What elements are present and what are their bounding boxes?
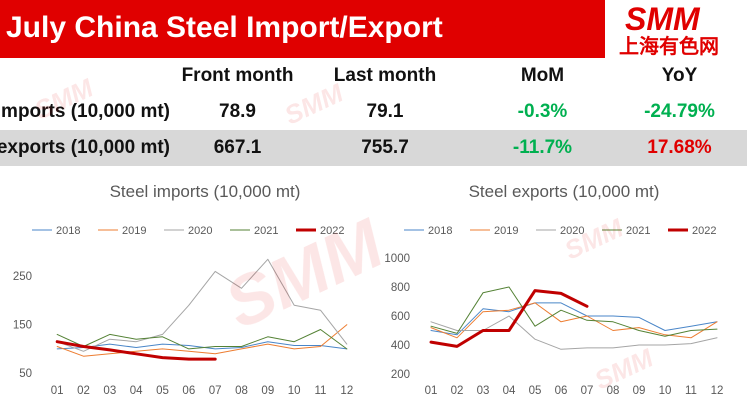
y-tick-label: 400 [391,340,410,352]
x-tick-label: 12 [711,385,724,397]
table-row-exports: Steel exports (10,000 mt) 667.1 755.7 -1… [0,130,747,166]
table-header-row: Front month Last month MoM YoY [0,58,747,94]
legend-label-2018: 2018 [428,225,452,237]
yoy-value: -24.79% [644,101,715,122]
last-month-value: 755.7 [361,137,409,158]
x-tick-label: 04 [503,385,516,397]
legend-label-2021: 2021 [254,225,278,237]
x-tick-label: 07 [581,385,594,397]
x-tick-label: 02 [77,385,90,397]
y-tick-label: 600 [391,311,410,323]
front-month-value: 78.9 [219,101,256,122]
x-tick-label: 08 [235,385,248,397]
legend-label-2020: 2020 [560,225,584,237]
y-tick-label: 250 [13,271,32,283]
x-tick-label: 11 [315,385,327,397]
series-line-2018 [430,302,718,336]
x-tick-label: 03 [103,385,116,397]
front-month-value: 667.1 [213,137,262,158]
y-tick-label: 200 [391,369,410,381]
x-tick-label: 09 [633,385,646,397]
series-line-2022 [429,289,589,348]
smm-logo: SMM 上海有色网 [605,0,747,58]
x-tick-label: 08 [607,385,620,397]
mom-value: -11.7% [512,137,573,158]
series-line-2019 [430,302,718,339]
row-label-text: Steel exports (10,000 mt) [0,137,170,158]
x-tick-label: 09 [261,385,274,397]
table-row-imports: Steel imports (10,000 mt) 78.9 79.1 -0.3… [0,94,747,130]
imports-chart: Steel imports (10,000 mt) 2018 2019 2020 202… [13,182,353,397]
y-tick-label: 50 [19,368,32,380]
x-tick-label: 10 [288,385,301,397]
legend-label-2020: 2020 [188,225,212,237]
chart-title: Steel imports (10,000 mt) [110,182,301,201]
x-tick-label: 12 [340,385,353,397]
row-label: Steel exports (10,000 mt) [0,130,170,166]
series-line-2020 [430,315,718,350]
y-tick-label: 1000 [384,253,410,265]
legend-label-2022: 2022 [692,225,716,237]
x-tick-label: 07 [209,385,222,397]
legend-label-2018: 2018 [56,225,80,237]
x-tick-label: 04 [130,385,143,397]
mom-value: -0.3% [517,101,568,122]
yoy-value: 17.68% [647,137,712,158]
series-line-2022 [55,340,217,361]
charts-area: Steel imports (10,000 mt) 2018 2019 2020 202… [0,166,747,410]
legend-label-2019: 2019 [494,225,518,237]
smm-logo-graphic: SMM 上海有色网 [619,1,719,58]
legend-label-2019: 2019 [122,225,146,237]
row-label-text: Steel imports (10,000 mt) [0,101,170,122]
legend-label-2021: 2021 [626,225,650,237]
series-line-2021 [56,329,348,350]
x-tick-label: 06 [555,385,568,397]
header-mom: MoM [520,65,565,86]
chart-title: Steel exports (10,000 mt) [469,182,660,201]
x-tick-label: 11 [685,385,697,397]
x-tick-label: 06 [182,385,195,397]
logo-brand: SMM [625,1,701,37]
row-label: Steel imports (10,000 mt) [0,94,170,130]
header-front-month: Front month [181,65,294,86]
legend-label-2022: 2022 [320,225,344,237]
x-tick-label: 01 [51,385,64,397]
x-tick-label: 05 [529,385,542,397]
y-tick-label: 800 [391,282,410,294]
x-tick-label: 01 [425,385,438,397]
x-tick-label: 05 [156,385,169,397]
header-yoy: YoY [661,65,698,86]
x-tick-label: 02 [451,385,464,397]
x-tick-label: 10 [659,385,672,397]
logo-chinese: 上海有色网 [619,34,719,58]
page-title: July China Steel Import/Export [6,11,443,44]
last-month-value: 79.1 [366,101,404,122]
header-last-month: Last month [333,65,437,86]
title-bar: July China Steel Import/Export [0,0,605,58]
series-line-2021 [430,286,718,337]
series-line-2020 [56,258,348,352]
series-line-2019 [56,324,348,357]
y-tick-label: 150 [13,320,32,332]
x-tick-label: 03 [477,385,490,397]
exports-chart: Steel exports (10,000 mt) 2018 2019 2020 202… [384,182,724,397]
